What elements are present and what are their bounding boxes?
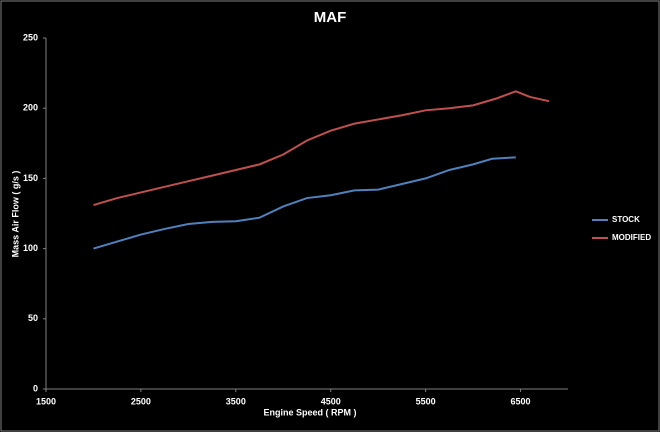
- legend-label: STOCK: [612, 215, 640, 224]
- x-tick-label: 4500: [321, 396, 341, 406]
- y-tick-label: 100: [23, 243, 38, 253]
- y-tick-label: 200: [23, 103, 38, 113]
- x-tick-label: 3500: [226, 396, 246, 406]
- legend-label: MODIFIED: [612, 233, 651, 242]
- y-tick-label: 0: [33, 383, 38, 393]
- x-tick-label: 5500: [416, 396, 436, 406]
- series-line: [93, 156, 516, 250]
- x-tick-label: 6500: [511, 396, 531, 406]
- x-axis-label: Engine Speed ( RPM ): [263, 407, 356, 417]
- x-tick-label: 2500: [131, 396, 151, 406]
- y-tick-label: 250: [23, 32, 38, 42]
- chart-title: MAF: [314, 9, 347, 26]
- y-tick-label: 50: [28, 313, 38, 323]
- series-line: [93, 90, 550, 207]
- y-tick-label: 150: [23, 173, 38, 183]
- x-tick-label: 1500: [36, 396, 56, 406]
- y-axis-label: Mass Air Flow ( g/s ): [10, 171, 20, 258]
